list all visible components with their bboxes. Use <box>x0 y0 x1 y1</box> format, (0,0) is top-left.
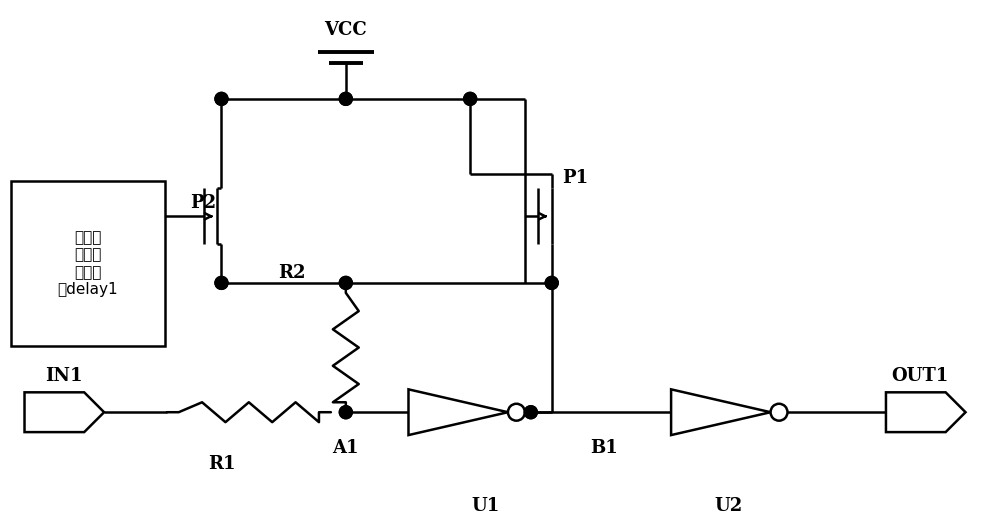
Text: OUT1: OUT1 <box>891 367 948 385</box>
Circle shape <box>524 406 537 419</box>
Circle shape <box>464 92 477 106</box>
Circle shape <box>545 277 558 289</box>
Circle shape <box>524 406 537 419</box>
Circle shape <box>215 277 228 289</box>
Text: U2: U2 <box>715 497 743 515</box>
Circle shape <box>339 406 352 419</box>
Text: U1: U1 <box>471 497 499 515</box>
Text: IN1: IN1 <box>46 367 83 385</box>
Circle shape <box>339 92 352 106</box>
Circle shape <box>339 277 352 289</box>
Circle shape <box>339 406 352 419</box>
Text: A1: A1 <box>333 439 359 457</box>
Text: P1: P1 <box>562 169 588 187</box>
Circle shape <box>545 277 558 289</box>
FancyBboxPatch shape <box>11 182 165 345</box>
Circle shape <box>215 92 228 106</box>
Circle shape <box>215 92 228 106</box>
Text: P2: P2 <box>190 194 216 212</box>
Text: VCC: VCC <box>324 21 367 39</box>
Circle shape <box>339 277 352 289</box>
Circle shape <box>215 277 228 289</box>
Text: 第一延
时开关
控制模
块delay1: 第一延 时开关 控制模 块delay1 <box>57 230 118 297</box>
Text: B1: B1 <box>591 439 618 457</box>
Circle shape <box>464 92 477 106</box>
Circle shape <box>339 92 352 106</box>
Text: R2: R2 <box>279 264 306 282</box>
Text: R1: R1 <box>208 455 235 473</box>
